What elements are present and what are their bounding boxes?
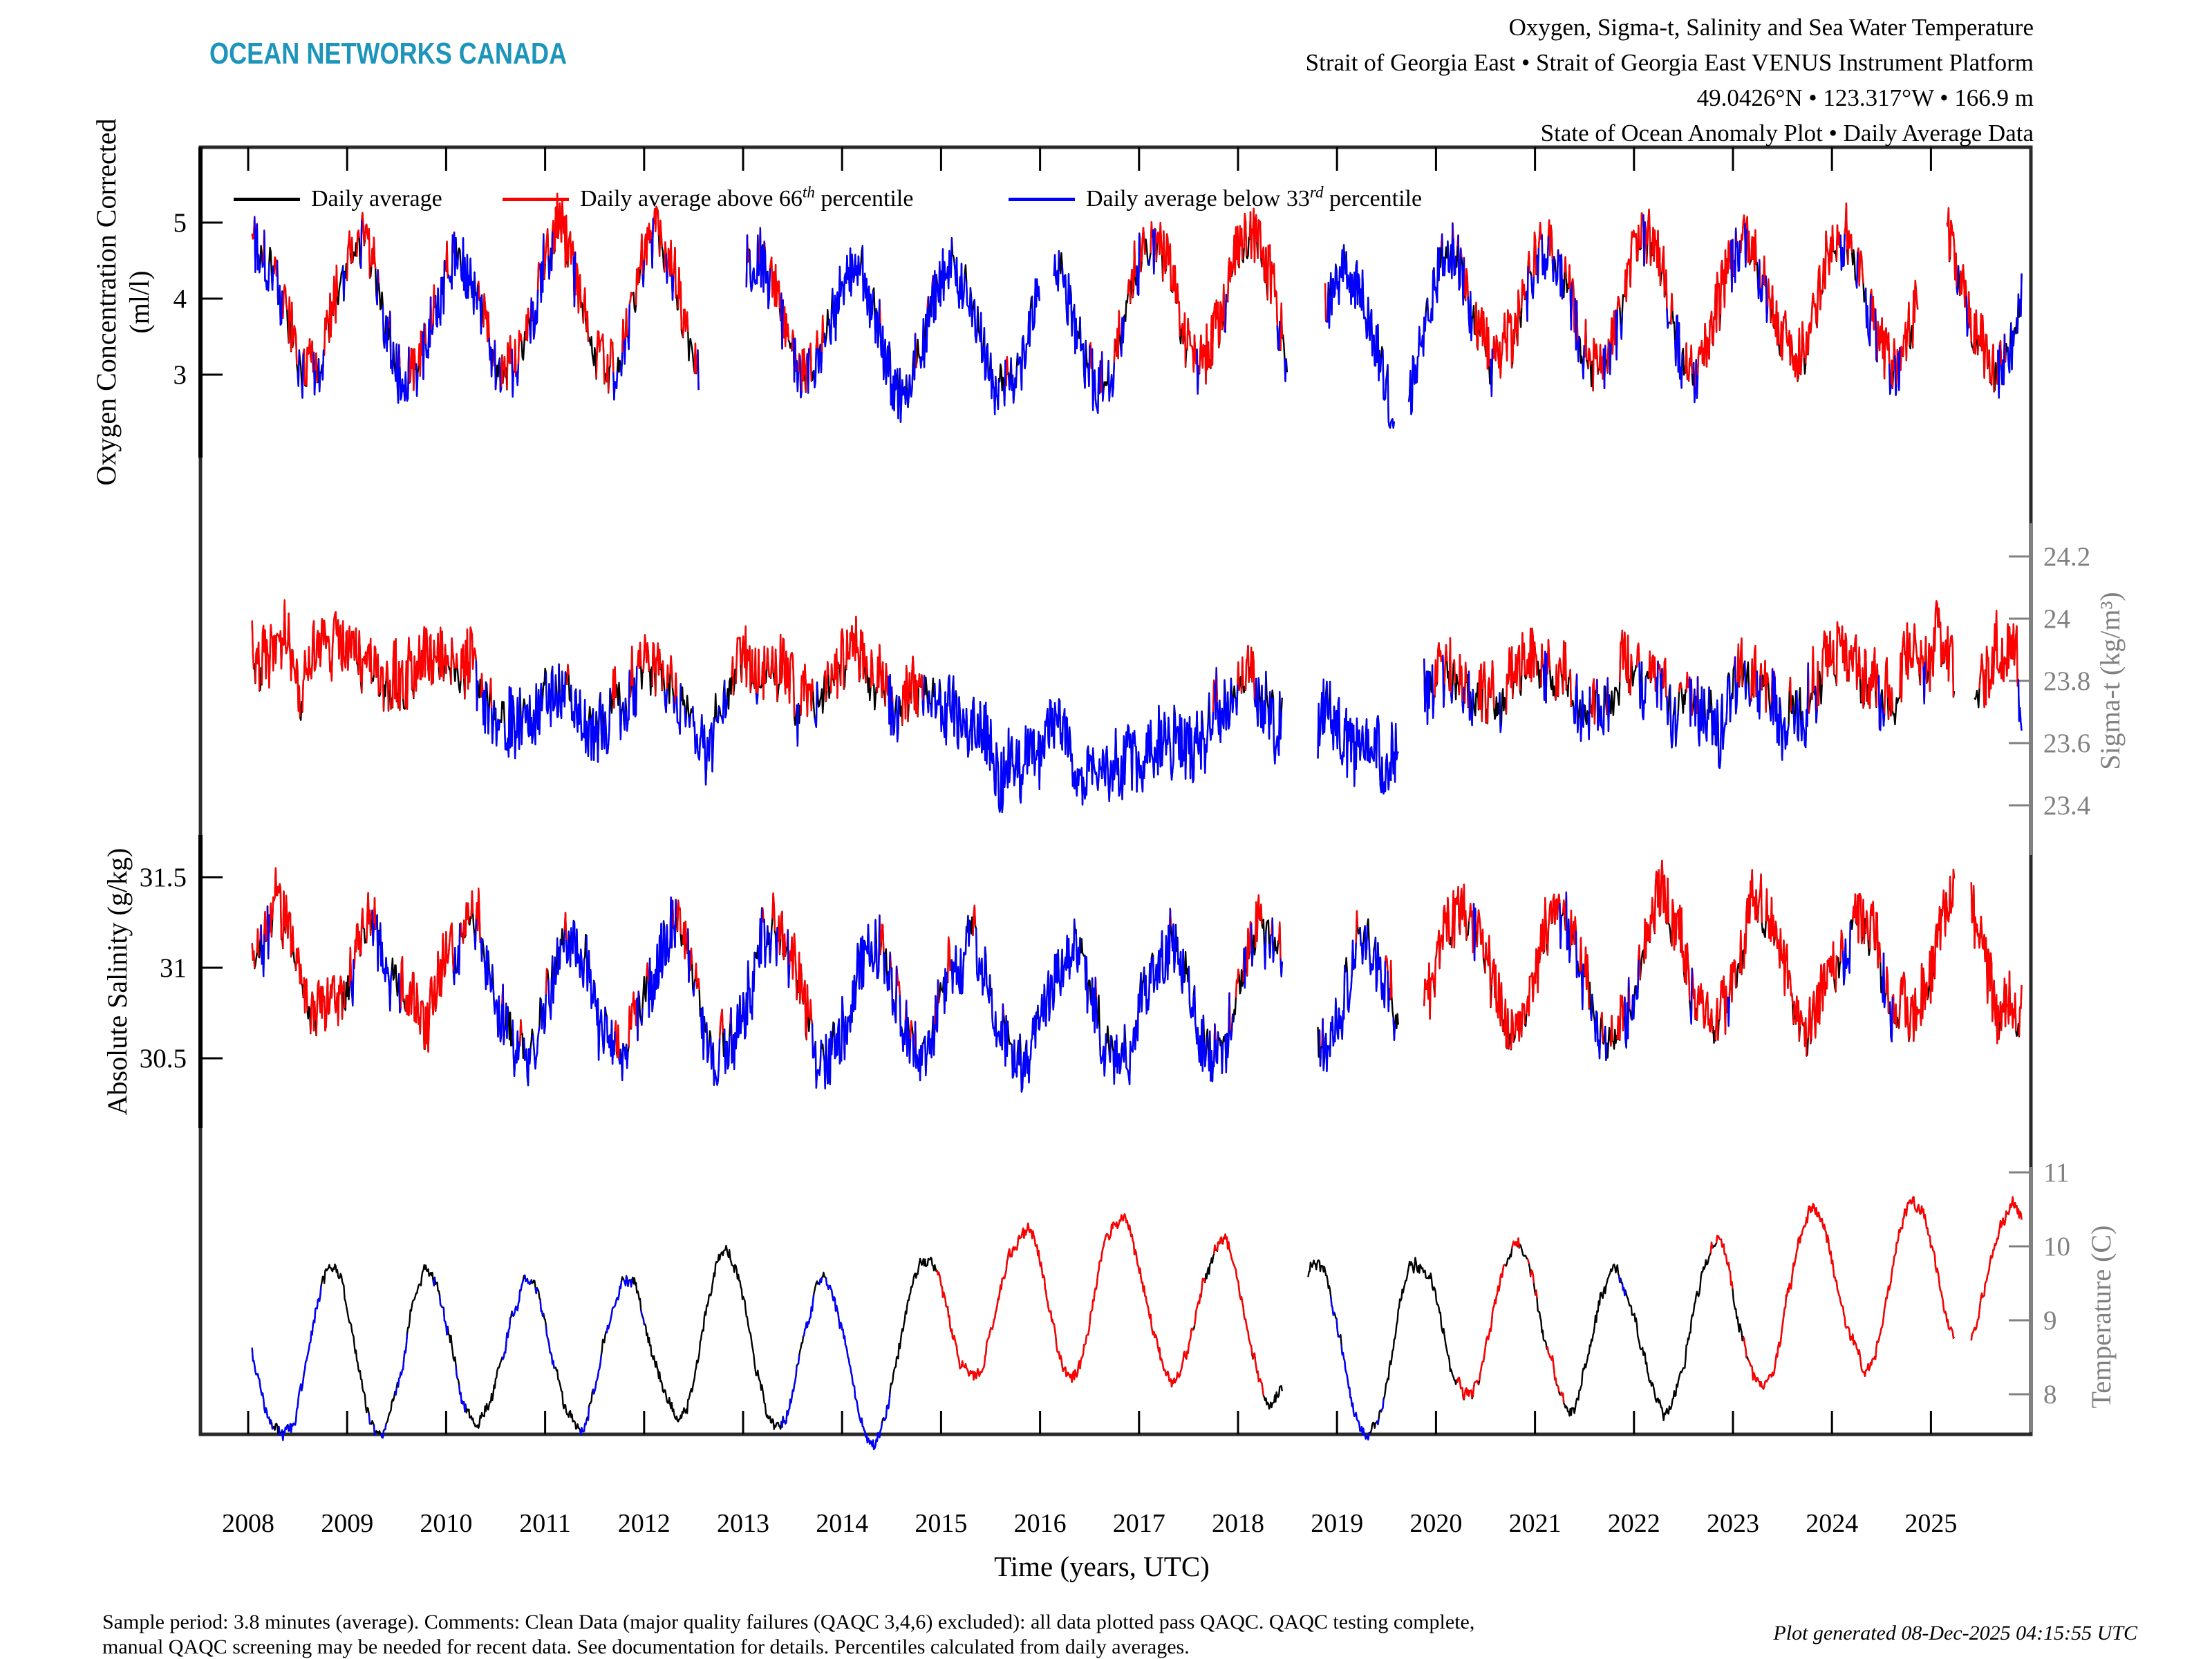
plot-title-block: Oxygen, Sigma-t, Salinity and Sea Water … [1306,10,2034,151]
y-tick-label-oxygen-4: 4 [174,284,187,314]
title-line-variables: Oxygen, Sigma-t, Salinity and Sea Water … [1508,14,2034,41]
y-tick-label-temperature-11: 11 [2043,1158,2070,1188]
x-axis-label: Time (years, UTC) [994,1550,1210,1582]
x-tick-label-2009: 2009 [321,1509,373,1538]
legend-item-daily-average: Daily average [234,184,442,214]
x-tick-label-2022: 2022 [1608,1509,1660,1538]
legend-line-black-icon [234,197,300,201]
series-oxygen-below-p33 [254,214,2023,429]
x-tick-label-2025: 2025 [1904,1509,1957,1538]
x-tick-label-2020: 2020 [1409,1509,1462,1538]
legend-item-below-p33: Daily average below 33rd percentile [1009,184,1422,214]
y-axis-label-oxygen: Oxygen Concentration Corrected (ml/l) [91,118,155,486]
footer-comments-line2: manual QAQC screening may be needed for … [102,1635,1190,1658]
x-tick-label-2014: 2014 [816,1509,868,1538]
legend-label-daily: Daily average [311,186,442,212]
legend: Daily average Daily average above 66th p… [0,184,2212,214]
x-tick-label-2023: 2023 [1707,1509,1759,1538]
series-oxygen-daily [251,192,2023,429]
y-tick-label-sigma_t-23.6: 23.6 [2043,729,2090,758]
x-tick-label-2008: 2008 [222,1509,274,1538]
x-tick-label-2024: 2024 [1806,1509,1858,1538]
series-sigma_t-above-p66 [251,599,2018,757]
x-tick-label-2015: 2015 [915,1509,967,1538]
title-line-station: Strait of Georgia East • Strait of Georg… [1305,49,2034,76]
y-tick-label-temperature-10: 10 [2043,1232,2070,1262]
x-tick-label-2021: 2021 [1509,1509,1562,1538]
y-axis-label-salinity: Absolute Salinity (g/kg) [102,847,133,1116]
series-sigma_t-below-p33 [475,650,2023,814]
x-tick-label-2016: 2016 [1014,1509,1067,1538]
legend-line-blue-icon [1009,197,1075,201]
legend-item-above-p66: Daily average above 66th percentile [503,184,913,214]
x-tick-label-2010: 2010 [420,1509,472,1538]
x-tick-label-2011: 2011 [519,1509,571,1538]
series-temperature-below-p33 [251,1275,1627,1450]
y-axis-label-sigma-t: Sigma-t (kg/m³) [2094,592,2126,770]
x-tick-label-2019: 2019 [1311,1509,1363,1538]
legend-label-above: Daily average above 66 [580,186,803,212]
y-tick-label-sigma_t-24: 24 [2043,604,2070,634]
footer-comments-line1: Sample period: 3.8 minutes (average). Co… [102,1611,1475,1633]
plot-generated-timestamp: Plot generated 08-Dec-2025 04:15:55 UTC [1773,1622,2137,1644]
legend-label-below: Daily average below 33 [1086,186,1310,212]
series-temperature-above-p66 [935,1196,2023,1404]
y-tick-label-temperature-8: 8 [2043,1380,2057,1409]
series-salinity-below-p33 [260,892,1894,1093]
y-tick-label-sigma_t-24.2: 24.2 [2043,542,2090,572]
y-tick-label-oxygen-3: 3 [174,360,187,390]
x-tick-label-2013: 2013 [717,1509,769,1538]
series-temperature-daily [251,1196,2023,1450]
onc-logo: OCEAN NETWORKS CANADA [209,37,568,71]
y-tick-label-sigma_t-23.8: 23.8 [2043,666,2090,696]
y-tick-label-salinity-31: 31 [160,953,187,983]
legend-line-red-icon [503,197,569,201]
title-line-coordinates: 49.0426°N • 123.317°W • 166.9 m [1696,84,2034,111]
y-tick-label-salinity-31.5: 31.5 [140,863,187,892]
x-tick-label-2012: 2012 [618,1509,671,1538]
y-axis-label-temperature: Temperature (C) [2086,1225,2117,1409]
title-line-plot-type: State of Ocean Anomaly Plot • Daily Aver… [1540,120,2034,147]
x-tick-label-2017: 2017 [1113,1509,1165,1538]
y-tick-label-temperature-9: 9 [2043,1306,2057,1335]
y-tick-label-oxygen-5: 5 [174,208,187,238]
x-tick-label-2018: 2018 [1212,1509,1264,1538]
y-tick-label-sigma_t-23.4: 23.4 [2043,791,2090,821]
y-tick-label-salinity-30.5: 30.5 [140,1044,187,1074]
